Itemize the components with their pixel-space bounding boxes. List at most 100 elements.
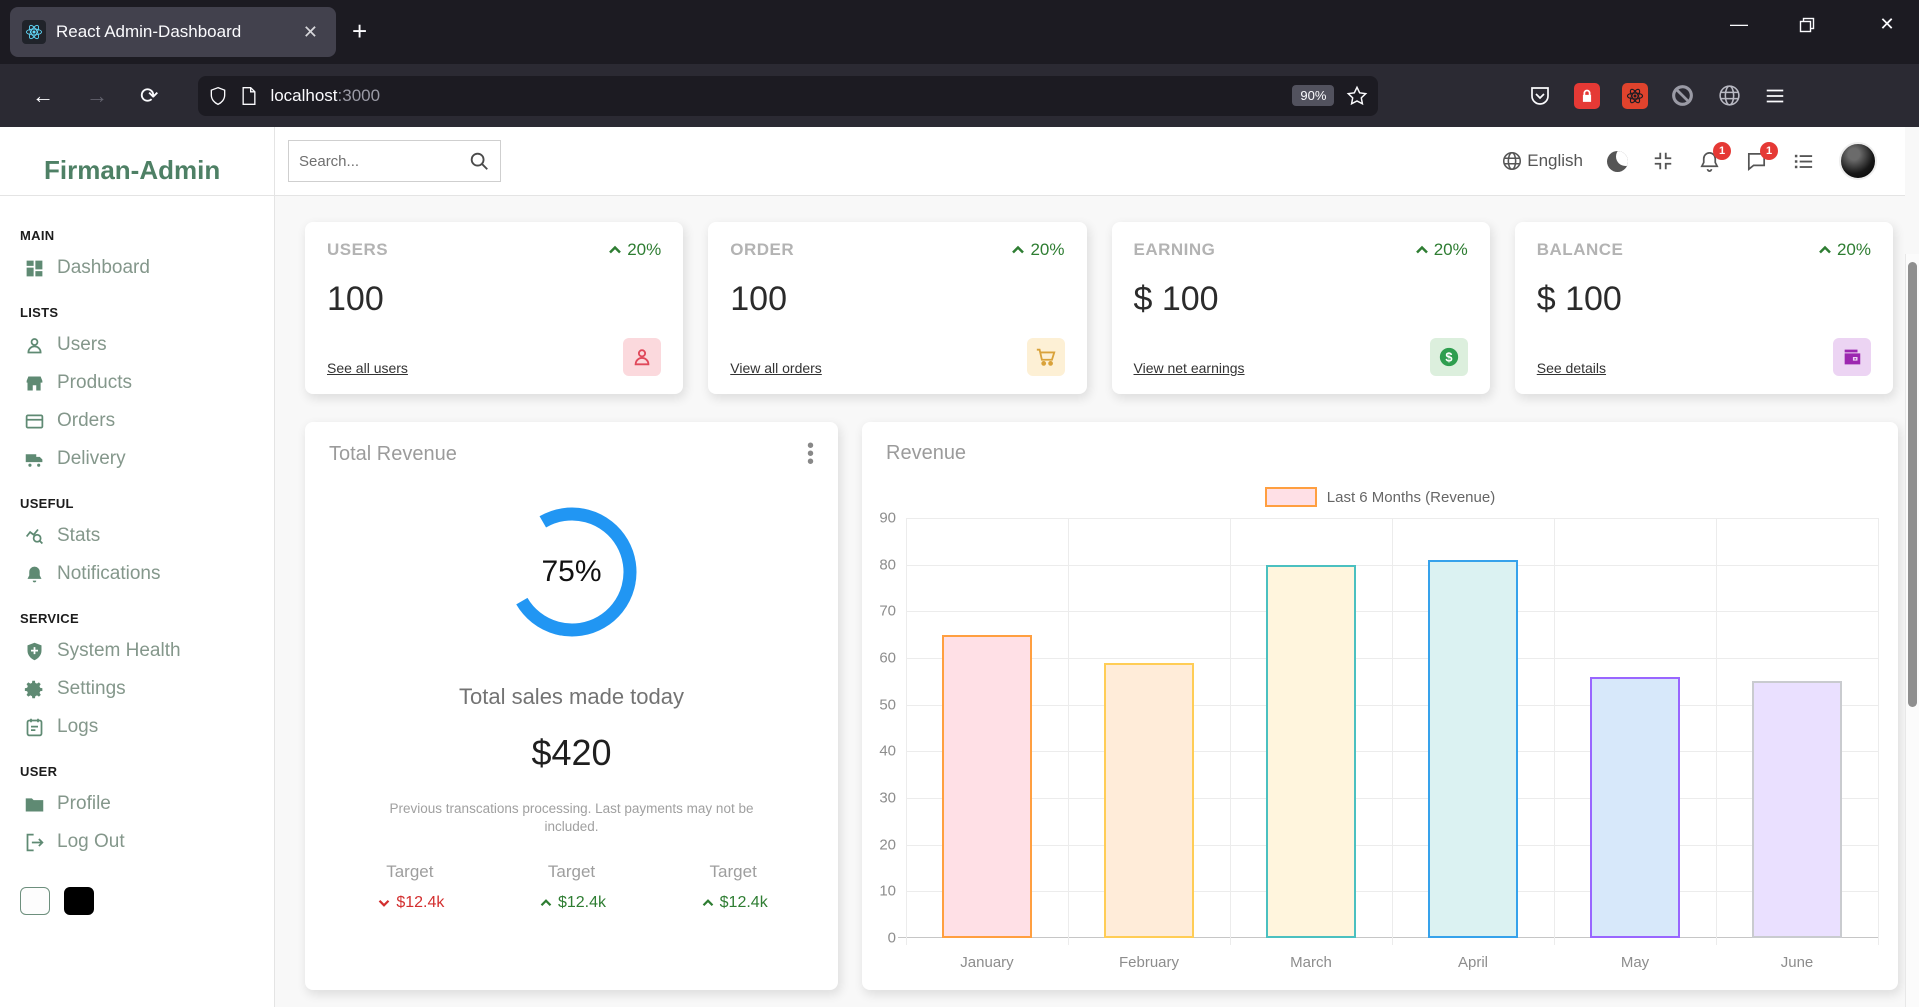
bookmark-star-icon[interactable] — [1346, 85, 1368, 107]
widget-card-balance: BALANCE 20% $ 100 See details — [1514, 222, 1893, 394]
theme-dark-swatch[interactable] — [64, 887, 94, 915]
search-input[interactable] — [299, 152, 468, 170]
chevup-icon — [1012, 245, 1025, 254]
bar-slot — [1392, 518, 1554, 938]
logout-icon — [26, 833, 44, 851]
featured-subtitle: Total sales made today — [458, 684, 685, 709]
sidebar-item-delivery[interactable]: Delivery — [20, 440, 274, 478]
chart-legend[interactable]: Last 6 Months (Revenue) — [886, 487, 1874, 507]
target-label: Target — [547, 862, 596, 882]
scrollbar-thumb[interactable] — [1908, 262, 1917, 707]
widget-value: $ 100 — [1133, 279, 1219, 318]
fullscreen-toggle[interactable] — [1652, 150, 1674, 172]
progress-percent: 75% — [541, 555, 602, 588]
bar-april[interactable] — [1428, 560, 1518, 938]
more-options-icon[interactable]: • • • — [806, 435, 814, 473]
sidebar-item-products[interactable]: Products — [20, 364, 274, 402]
sidebar-item-profile[interactable]: Profile — [20, 785, 274, 823]
sidebar-item-label: Delivery — [57, 448, 126, 469]
menu-icon[interactable] — [1764, 85, 1786, 107]
blocked-extension-icon[interactable] — [1670, 83, 1695, 108]
sidebar-item-label: Profile — [57, 793, 111, 814]
brand-logo[interactable]: Firman-Admin — [44, 155, 221, 185]
bar-may[interactable] — [1590, 676, 1680, 938]
back-button[interactable]: ← — [32, 82, 54, 108]
widget-title: EARNING — [1133, 240, 1216, 259]
dark-mode-toggle[interactable] — [1607, 150, 1628, 172]
avatar[interactable] — [1839, 142, 1877, 180]
y-tick-label: 80 — [879, 556, 896, 574]
pocket-icon[interactable] — [1528, 84, 1552, 108]
messages-button[interactable]: 1 — [1745, 141, 1778, 173]
notifications-button[interactable]: 1 — [1698, 141, 1731, 173]
gridline — [1716, 518, 1717, 945]
dashboard-icon — [26, 260, 43, 276]
sidebar-item-system-health[interactable]: System Health — [20, 632, 274, 670]
target-item-1: Target $12.4k — [329, 862, 491, 912]
search-icon[interactable] — [468, 150, 490, 172]
bar-march[interactable] — [1266, 564, 1356, 938]
widget-link[interactable]: View all orders — [730, 360, 822, 376]
language-selector[interactable]: English — [1501, 150, 1583, 172]
reload-button[interactable]: ⟳ — [140, 82, 159, 108]
browser-tab[interactable]: React Admin-Dashboard ✕ — [10, 7, 336, 57]
app-topbar: English 1 1 — [275, 127, 1905, 196]
widget-title: USERS — [327, 240, 389, 259]
zoom-level-badge[interactable]: 90% — [1292, 85, 1335, 106]
globe-language-icon — [1503, 151, 1522, 171]
forward-button[interactable]: → — [86, 82, 108, 108]
window-close-button[interactable]: ✕ — [1879, 14, 1895, 34]
new-tab-button[interactable]: + — [352, 16, 368, 46]
widget-link[interactable]: See details — [1536, 360, 1607, 376]
sidebar-item-orders[interactable]: Orders — [20, 402, 274, 440]
search-box[interactable] — [288, 140, 501, 182]
bar-slot — [1068, 518, 1230, 938]
x-tick-label: April — [1457, 954, 1489, 971]
bar-slot — [1230, 518, 1392, 938]
bar-february[interactable] — [1104, 662, 1194, 938]
list-button[interactable] — [1792, 150, 1815, 173]
bar-january[interactable] — [942, 634, 1032, 938]
window-restore-button[interactable] — [1799, 17, 1827, 33]
widget-value: 100 — [730, 279, 787, 318]
widget-wallet-icon — [1833, 338, 1871, 376]
tab-close-icon[interactable]: ✕ — [302, 21, 318, 42]
truck-icon — [25, 453, 43, 467]
total-revenue-card: Total Revenue • • • 75% Total sales made t… — [305, 422, 838, 990]
gridline — [1553, 518, 1555, 945]
bar-june[interactable] — [1752, 681, 1842, 938]
sidebar-item-log-out[interactable]: Log Out — [20, 823, 274, 861]
theme-light-swatch[interactable] — [20, 887, 50, 915]
sidebar-section-main: MAIN — [20, 228, 55, 243]
react-devtools-icon[interactable] — [1622, 82, 1649, 109]
target-item-2: Target $12.4k — [491, 862, 653, 912]
url-bar[interactable]: localhost:3000 90% — [198, 75, 1379, 116]
sidebar-item-logs[interactable]: Logs — [20, 708, 274, 746]
globe-extension-icon[interactable] — [1717, 83, 1742, 108]
gridline — [1392, 518, 1393, 945]
sidebar-item-users[interactable]: Users — [20, 326, 274, 364]
widget-title: BALANCE — [1536, 240, 1624, 259]
tracking-shield-icon[interactable] — [208, 86, 228, 106]
page-scrollbar[interactable] — [1905, 254, 1919, 1007]
window-minimize-button[interactable]: — — [1730, 14, 1748, 34]
widget-cart-icon — [1026, 338, 1065, 376]
widget-link[interactable]: View net earnings — [1133, 360, 1245, 376]
react-favicon-icon — [22, 20, 46, 44]
page-info-icon[interactable] — [240, 86, 258, 106]
sidebar-item-label: Logs — [57, 716, 99, 737]
sidebar-item-settings[interactable]: Settings — [20, 670, 274, 708]
sidebar-item-dashboard[interactable]: Dashboard — [20, 249, 274, 287]
widget-link[interactable]: See all users — [327, 360, 408, 376]
sidebar-item-notifications[interactable]: Notifications — [20, 555, 274, 593]
target-value: $12.4k — [329, 894, 491, 912]
y-tick-label: 40 — [879, 742, 896, 760]
bar-slot — [1716, 518, 1878, 938]
cart-icon — [1036, 348, 1055, 366]
sidebar-item-stats[interactable]: Stats — [20, 517, 274, 555]
main-area: English 1 1 — [275, 127, 1905, 1007]
lock-extension-icon[interactable] — [1574, 82, 1601, 109]
y-tick-label: 70 — [879, 602, 896, 620]
chevup-icon — [1415, 245, 1428, 254]
sidebar-item-label: Dashboard — [57, 257, 150, 278]
